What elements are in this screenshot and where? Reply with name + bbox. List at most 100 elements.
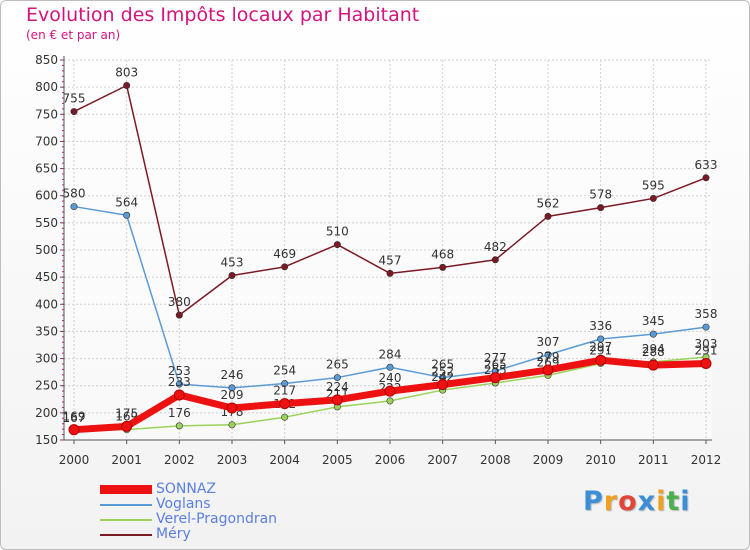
data-point-sonnaz — [647, 359, 659, 371]
data-point-voglans — [702, 323, 710, 331]
y-tick-label: 400 — [35, 297, 58, 311]
data-label-sonnaz: 288 — [642, 345, 665, 359]
chart-title: Evolution des Impôts locaux par Habitant — [26, 4, 420, 26]
data-label-m-ry: 578 — [589, 188, 612, 202]
y-tick-label: 800 — [35, 80, 58, 94]
data-label-sonnaz: 297 — [589, 340, 612, 354]
data-label-sonnaz: 291 — [695, 343, 718, 357]
data-point-m-ry — [281, 263, 289, 271]
legend-label: Verel-Pragondran — [156, 511, 278, 527]
x-tick-label: 2004 — [269, 453, 300, 467]
data-label-voglans: 284 — [379, 347, 402, 361]
data-label-sonnaz: 233 — [168, 375, 191, 389]
data-point-sonnaz — [331, 394, 343, 406]
data-label-m-ry: 453 — [221, 256, 244, 270]
data-label-m-ry: 595 — [642, 178, 665, 192]
data-label-m-ry: 633 — [695, 158, 718, 172]
y-tick-label: 650 — [35, 162, 58, 176]
y-tick-label: 750 — [35, 107, 58, 121]
data-label-sonnaz: 209 — [221, 388, 244, 402]
y-tick-label: 300 — [35, 352, 58, 366]
data-point-voglans — [175, 380, 183, 388]
data-label-voglans: 307 — [537, 335, 560, 349]
y-tick-label: 200 — [35, 406, 58, 420]
data-label-verel-pragondran: 294 — [642, 342, 665, 356]
legend-label: Méry — [156, 526, 191, 542]
data-point-sonnaz — [595, 354, 607, 366]
legend-label: SONNAZ — [156, 481, 217, 497]
x-tick-label: 2003 — [217, 453, 248, 467]
x-tick-label: 2005 — [322, 453, 353, 467]
data-label-voglans: 253 — [168, 364, 191, 378]
x-tick-label: 2008 — [480, 453, 511, 467]
data-point-voglans — [281, 380, 289, 388]
data-point-sonnaz — [542, 364, 554, 376]
data-label-voglans: 580 — [63, 187, 86, 201]
y-tick-label: 500 — [35, 243, 58, 257]
data-point-verel-pragondran — [281, 413, 289, 421]
data-label-m-ry: 562 — [537, 196, 560, 210]
data-point-sonnaz — [173, 389, 185, 401]
data-point-sonnaz — [68, 424, 80, 436]
data-label-m-ry: 755 — [63, 92, 86, 106]
data-point-sonnaz — [279, 398, 291, 410]
data-label-m-ry: 457 — [379, 253, 402, 267]
data-point-m-ry — [649, 194, 657, 202]
data-label-voglans: 254 — [273, 364, 296, 378]
data-label-sonnaz: 252 — [431, 365, 454, 379]
data-point-m-ry — [123, 82, 131, 90]
data-point-m-ry — [544, 212, 552, 220]
data-point-m-ry — [175, 311, 183, 319]
y-tick-label: 150 — [35, 433, 58, 447]
data-point-m-ry — [491, 256, 499, 264]
data-label-m-ry: 468 — [431, 247, 454, 261]
data-label-m-ry: 482 — [484, 240, 507, 254]
data-point-voglans — [649, 330, 657, 338]
data-point-sonnaz — [384, 385, 396, 397]
x-tick-label: 2009 — [533, 453, 564, 467]
data-label-verel-pragondran: 176 — [168, 406, 191, 420]
y-tick-label: 600 — [35, 189, 58, 203]
data-point-voglans — [70, 203, 78, 211]
data-point-voglans — [386, 363, 394, 371]
x-tick-label: 2001 — [111, 453, 142, 467]
y-tick-label: 850 — [35, 53, 58, 67]
data-point-verel-pragondran — [228, 421, 236, 429]
y-tick-label: 350 — [35, 324, 58, 338]
data-point-voglans — [228, 384, 236, 392]
chart-subtitle: (en € et par an) — [26, 28, 121, 42]
data-point-sonnaz — [437, 379, 449, 391]
data-label-sonnaz: 279 — [537, 350, 560, 364]
data-label-voglans: 277 — [484, 351, 507, 365]
legend-label: Voglans — [156, 496, 211, 512]
x-tick-label: 2006 — [375, 453, 406, 467]
data-point-m-ry — [333, 241, 341, 249]
data-point-voglans — [597, 335, 605, 343]
proxiti-logo: Proxiti — [583, 486, 691, 517]
legend-swatch — [100, 519, 152, 521]
data-label-voglans: 246 — [221, 368, 244, 382]
x-tick-label: 2012 — [691, 453, 722, 467]
data-label-sonnaz: 217 — [273, 384, 296, 398]
y-tick-label: 450 — [35, 270, 58, 284]
data-label-voglans: 345 — [642, 314, 665, 328]
legend-swatch — [100, 504, 152, 506]
data-point-m-ry — [386, 269, 394, 277]
x-tick-label: 2010 — [585, 453, 616, 467]
data-point-m-ry — [70, 108, 78, 116]
data-label-m-ry: 510 — [326, 225, 349, 239]
data-point-m-ry — [597, 204, 605, 212]
data-point-sonnaz — [489, 372, 501, 384]
x-tick-label: 2002 — [164, 453, 195, 467]
y-tick-label: 550 — [35, 216, 58, 230]
x-tick-label: 2007 — [427, 453, 458, 467]
data-point-verel-pragondran — [175, 422, 183, 430]
data-label-voglans: 336 — [589, 319, 612, 333]
data-label-voglans: 358 — [695, 307, 718, 321]
data-label-m-ry: 380 — [168, 295, 191, 309]
data-point-m-ry — [439, 263, 447, 271]
data-label-verel-pragondran: 167 — [63, 411, 86, 425]
data-label-sonnaz: 224 — [326, 380, 349, 394]
